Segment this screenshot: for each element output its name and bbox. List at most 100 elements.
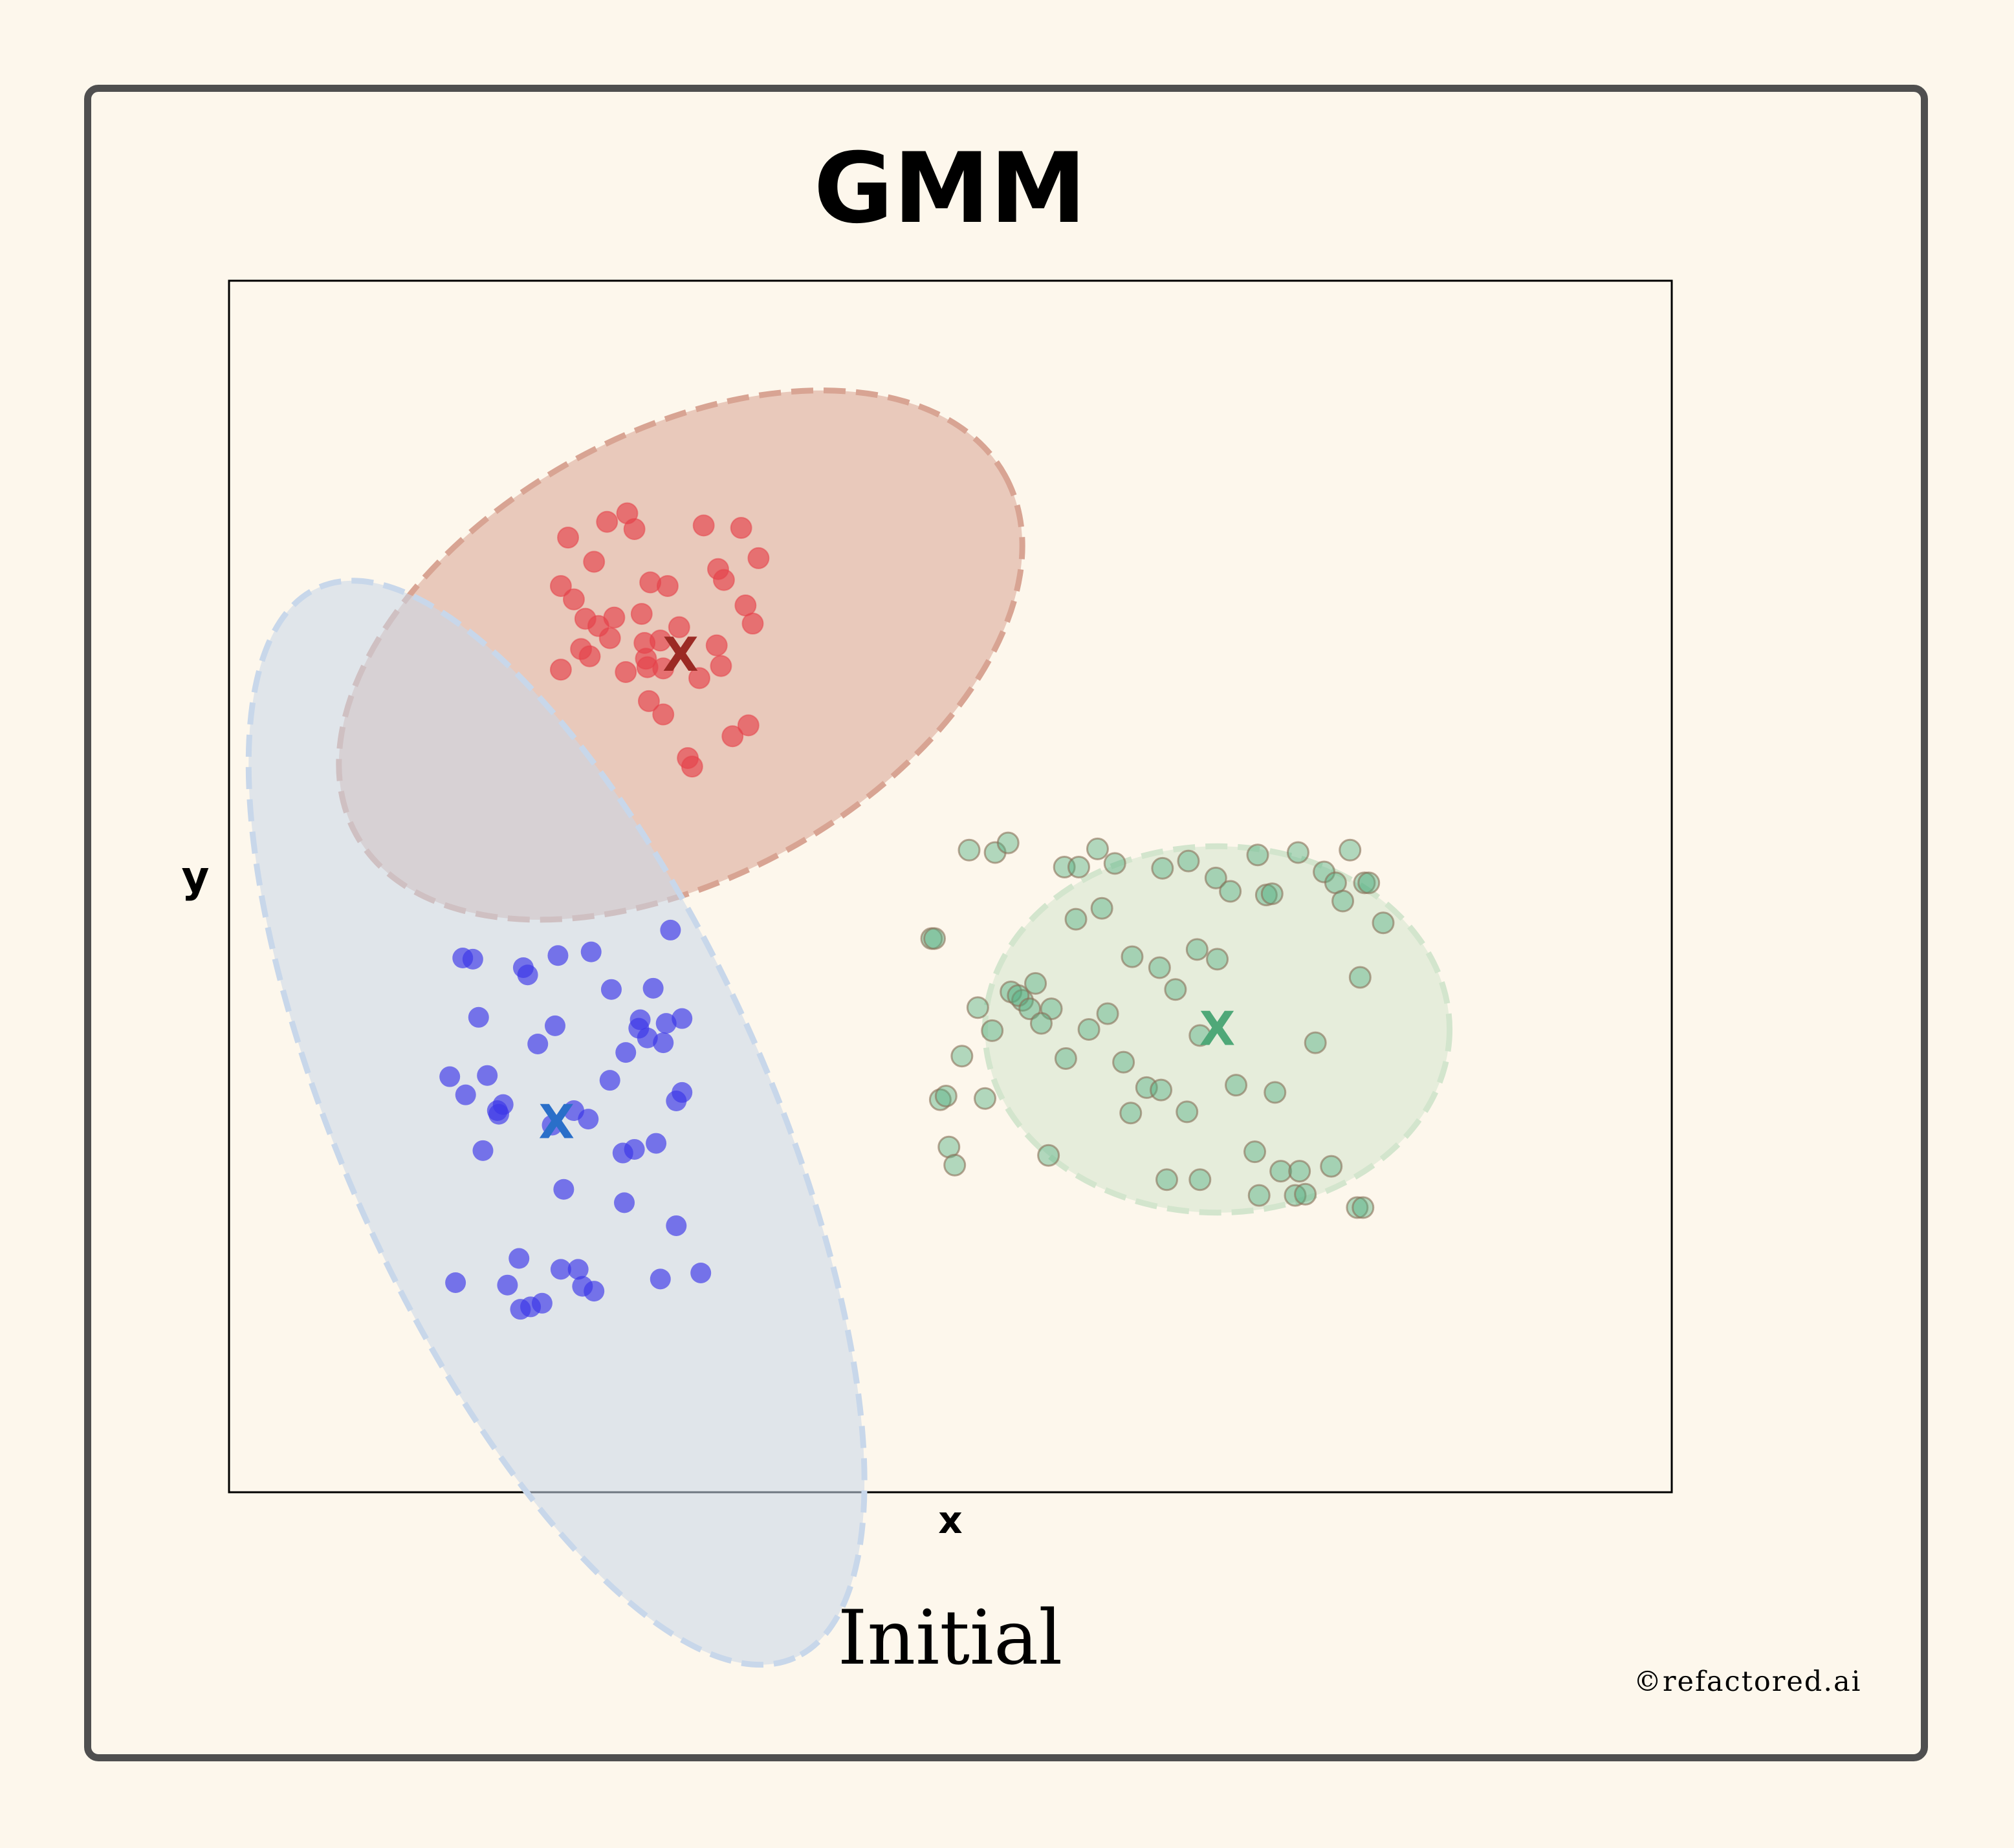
component-3-point [1188,1168,1212,1191]
component-1-point [635,647,657,670]
component-3-point [1243,1140,1267,1164]
component-3-point [1067,856,1090,879]
component-1-point [596,510,618,533]
component-3-point [1339,838,1362,862]
component-3-point [1148,956,1171,979]
component-2-point [547,945,569,966]
component-2-centroid: X [538,1095,575,1149]
component-1-point [623,517,646,540]
component-2-point [531,1292,553,1314]
component-2-point [672,1008,693,1029]
component-2-point [445,1272,466,1293]
component-2-point [527,1033,549,1054]
data-points [439,502,1395,1320]
component-1-point [578,645,601,668]
component-3-point [1288,1160,1311,1183]
component-3-point [1103,852,1126,875]
component-3-point [1286,841,1309,864]
component-2-point [615,1042,637,1063]
component-3-point [1155,1168,1178,1191]
component-1-point [549,658,572,681]
component-2-point [477,1065,498,1086]
component-2-point [580,941,602,962]
y-axis-label: y [181,852,209,902]
component-3-point [1264,1081,1287,1104]
component-1-centroid: X [662,627,699,682]
component-3-point [1346,1196,1369,1219]
component-3-point [1176,1100,1199,1124]
component-2-point [509,1248,530,1269]
component-3-point [1204,866,1227,889]
component-3-point [950,1045,974,1068]
component-3-point [966,996,989,1019]
component-1-point [712,569,735,591]
chart-subtitle: Initial [837,1594,1063,1682]
component-2-point [439,1066,461,1087]
component-2-point [550,1259,571,1280]
component-3-point [923,927,946,950]
component-1-point [705,634,728,657]
component-2-point [666,1215,687,1236]
component-1-point [637,690,660,712]
component-3-point [1188,1024,1212,1047]
component-2-point [690,1262,712,1283]
component-3-point [1054,1047,1077,1070]
component-3-point [1352,1196,1375,1219]
component-1-point [557,527,580,549]
component-3-point [1294,1182,1317,1206]
component-3-point [1348,966,1372,989]
component-3-ellipse [982,843,1453,1216]
component-2-point [455,1084,476,1105]
component-2-point [637,1027,658,1049]
component-2-point [468,1006,489,1028]
component-2-point [646,1133,667,1154]
component-2-point [624,1138,645,1160]
component-2-point [472,1140,494,1161]
component-3-point [1150,1078,1173,1102]
component-3-point [958,838,981,862]
component-1-point [549,574,572,597]
component-2-point [642,977,664,999]
component-3-point [981,1019,1004,1042]
component-1-point [692,514,715,537]
component-3-point [1185,938,1209,961]
component-3-point [1112,1050,1135,1074]
component-3-point [1064,908,1088,931]
component-3-point [1225,1074,1248,1097]
component-2-point [655,1013,677,1034]
component-2-point [488,1103,510,1125]
component-3-point [974,1087,997,1110]
component-2-point [497,1274,518,1296]
component-3-point [1086,837,1109,860]
component-3-point [1372,911,1395,935]
component-1-point [681,756,703,778]
chart-title: GMM [813,133,1087,245]
component-3-point [1177,849,1200,873]
component-2-point [462,948,483,970]
component-2-point [666,1091,687,1112]
component-3-point [1247,1184,1271,1207]
component-3-point [1151,856,1174,880]
component-3-point [1029,1012,1053,1035]
plot-area-frame [228,279,1673,1494]
component-2-point [553,1179,575,1200]
component-3-point [1077,1018,1100,1041]
x-axis-label: x [938,1498,962,1542]
component-3-point [1119,1102,1143,1125]
component-3-point [1206,948,1229,971]
component-2-point [600,979,622,1000]
component-1-point [652,703,675,726]
component-1-point [656,574,679,597]
component-2-point [567,1259,589,1280]
component-1-point [710,655,732,677]
component-2-point [650,1268,671,1290]
component-1-point [741,613,764,635]
component-3-point [1219,880,1242,903]
centroids: X X X [538,627,1235,1149]
component-2-point [653,1032,674,1054]
component-2-point [544,1015,565,1036]
component-3-point [996,831,1020,854]
component-1-point [615,660,637,683]
component-3-point [1164,978,1187,1001]
